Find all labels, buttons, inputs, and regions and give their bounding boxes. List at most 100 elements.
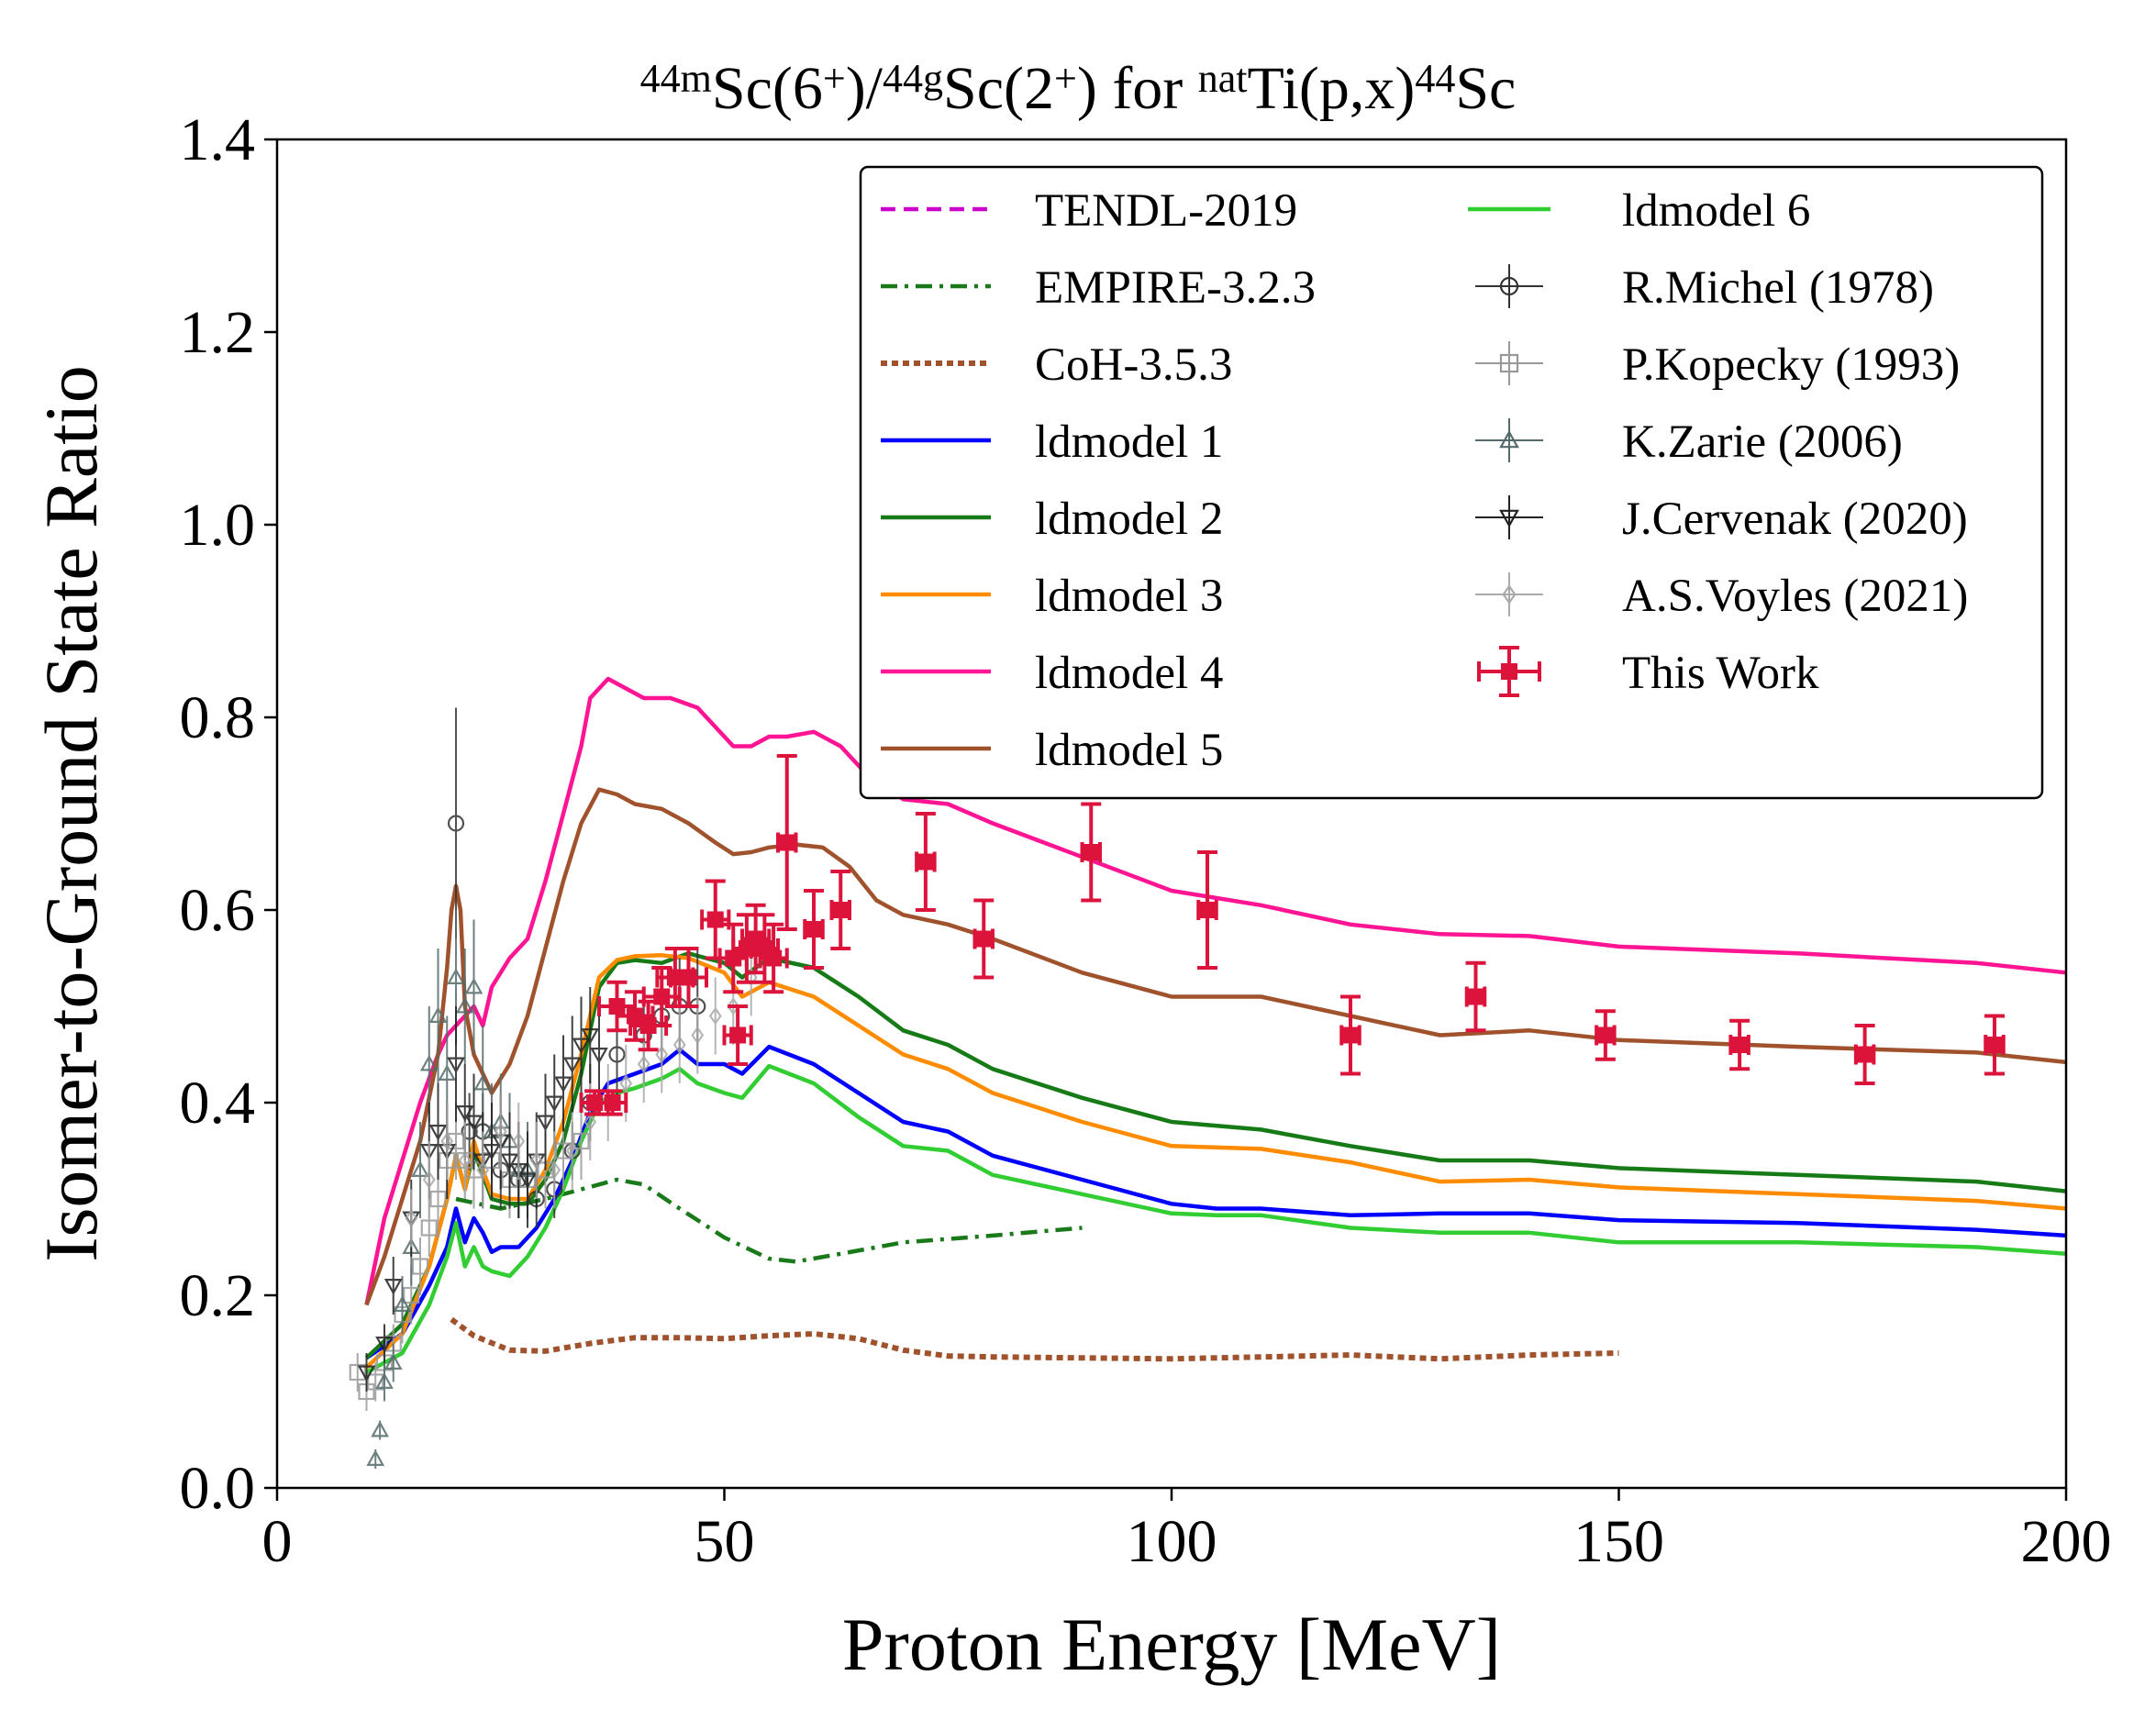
data-point <box>420 1219 438 1237</box>
legend-swatch-marker <box>1501 663 1517 680</box>
data-point <box>572 1038 591 1055</box>
legend-label: ldmodel 6 <box>1622 185 1810 237</box>
this-work-point <box>615 990 655 1042</box>
legend-label: A.S.Voyles (2021) <box>1622 571 1968 622</box>
data-point <box>447 815 465 832</box>
legend-entry-ldmodel-4: ldmodel 4 <box>881 648 1223 699</box>
data-point <box>455 996 474 1014</box>
data-point <box>512 1132 526 1150</box>
data-point <box>428 1124 448 1141</box>
curve-ldmodel-6 <box>365 1063 2067 1374</box>
data-point <box>727 997 740 1015</box>
marker <box>604 1094 621 1111</box>
legend-label: This Work <box>1622 648 1819 699</box>
data-point <box>464 1115 483 1132</box>
legend-entry-ldmodel-5: ldmodel 5 <box>881 725 1223 776</box>
data-point <box>461 1123 478 1140</box>
legend-label: ldmodel 4 <box>1035 648 1223 699</box>
legend-entry-this-work: This Work <box>1477 646 1819 699</box>
legend-label: ldmodel 2 <box>1035 494 1223 545</box>
data-point <box>518 1172 537 1190</box>
this-work-point <box>829 870 851 950</box>
legend-swatch-marker <box>1499 429 1519 449</box>
chart-title: 44mSc(6+)/44gSc(2+) for natTi(p,x)44Sc <box>640 55 1517 122</box>
legend-label: ldmodel 3 <box>1035 571 1223 622</box>
y-tick-label: 1.4 <box>180 106 256 173</box>
legend-label: R.Michel (1978) <box>1622 262 1934 314</box>
marker <box>1596 1026 1614 1044</box>
data-point <box>637 1055 650 1073</box>
marker <box>1083 844 1100 860</box>
marker <box>917 853 934 871</box>
this-work-point <box>700 879 731 960</box>
legend-label: K.Zarie (2006) <box>1622 416 1903 468</box>
marker <box>832 902 850 918</box>
data-point <box>455 1104 474 1122</box>
marker <box>1731 1037 1749 1053</box>
marker <box>1856 1046 1873 1063</box>
x-tick-label: 200 <box>2021 1508 2112 1575</box>
data-point <box>483 1143 501 1160</box>
this-work-point <box>758 922 789 994</box>
title-part: nat <box>1198 56 1248 101</box>
legend-label: EMPIRE-3.2.3 <box>1035 262 1316 314</box>
title-part: Sc(6 <box>712 55 823 122</box>
x-axis-label: Proton Energy [MeV] <box>842 1603 1501 1686</box>
legend-label: TENDL-2019 <box>1035 185 1297 237</box>
legend-entry-p-kopecky-1993: P.Kopecky (1993) <box>1475 339 1960 391</box>
curve-coh-3-5-3 <box>450 1316 1619 1362</box>
data-point <box>590 1047 608 1064</box>
data-point <box>411 1160 429 1178</box>
legend-entry-r-michel-1978: R.Michel (1978) <box>1475 262 1934 314</box>
this-work-point <box>1080 802 1102 903</box>
data-point <box>554 1076 572 1093</box>
marker <box>653 988 671 1005</box>
title-part: )/ <box>846 55 884 122</box>
this-work-point <box>597 1089 628 1116</box>
x-tick-label: 100 <box>1127 1508 1217 1575</box>
data-point <box>536 1115 555 1132</box>
curve-empire-3-2-3 <box>455 1177 1083 1264</box>
data-point <box>375 1372 394 1390</box>
data-point <box>403 1286 420 1304</box>
data-point <box>708 1006 722 1026</box>
data-point <box>672 1036 686 1054</box>
marker <box>765 949 783 967</box>
legend-entry-tendl-2019: TENDL-2019 <box>881 185 1297 237</box>
data-point <box>691 1026 705 1045</box>
x-tick-label: 50 <box>695 1508 755 1575</box>
data-point <box>548 1160 561 1180</box>
marker <box>1467 988 1484 1005</box>
title-part: 44g <box>883 56 943 101</box>
this-work-point <box>915 812 937 912</box>
y-tick-label: 1.2 <box>180 299 256 366</box>
legend-swatch-marker <box>1499 353 1519 373</box>
data-point <box>393 1295 412 1313</box>
data-point <box>655 1045 669 1064</box>
y-axis-label: Isomer-to-Ground State Ratio <box>29 365 113 1262</box>
data-point <box>366 1449 385 1467</box>
legend-label: J.Cervenak (2020) <box>1622 494 1968 545</box>
data-point <box>383 1278 403 1295</box>
data-point <box>357 1365 376 1382</box>
y-tick-label: 0.8 <box>180 684 256 751</box>
legend-swatch-marker <box>1502 584 1517 605</box>
marker <box>729 1026 747 1044</box>
data-point <box>411 1258 429 1275</box>
y-tick-label: 0.4 <box>180 1070 256 1137</box>
this-work-point <box>972 898 995 980</box>
x-tick-label: 150 <box>1573 1508 1664 1575</box>
data-point <box>428 1006 448 1024</box>
title-part: Ti(p,x) <box>1248 55 1416 122</box>
this-work-point <box>1339 994 1361 1076</box>
data-point <box>438 1064 457 1082</box>
data-point <box>562 1057 582 1074</box>
this-work-point <box>1853 1024 1876 1085</box>
data-point <box>419 1054 439 1071</box>
legend-entry-ldmodel-6: ldmodel 6 <box>1468 185 1810 237</box>
this-work-point <box>1984 1014 2006 1076</box>
title-part: ) for <box>1077 55 1198 122</box>
this-work-point <box>1464 960 1487 1033</box>
data-point <box>464 977 483 994</box>
